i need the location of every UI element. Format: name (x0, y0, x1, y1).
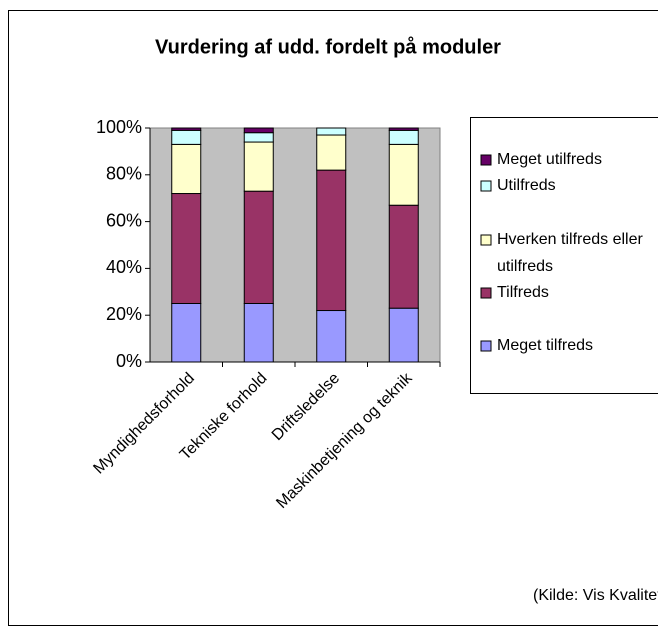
legend-label: Utilfreds (497, 177, 556, 194)
legend-label: Hverken tilfreds eller utilfreds (497, 231, 643, 275)
bar-segment (243, 141, 274, 192)
legend-box (470, 117, 658, 394)
bar-segment (171, 127, 202, 131)
bar-segment (388, 129, 419, 145)
bar-segment (388, 307, 419, 363)
y-tick-label: 100% (96, 117, 142, 137)
bar-segment (171, 143, 202, 195)
legend-swatch (480, 180, 492, 192)
legend-swatch (480, 287, 492, 299)
bar-segment (388, 204, 419, 309)
bar-segment (388, 127, 419, 131)
legend-swatch (480, 234, 492, 246)
y-tick-label: 0% (116, 351, 142, 371)
y-tick-label: 40% (106, 257, 142, 277)
legend-swatch (480, 154, 492, 166)
chart-title: Vurdering af udd. fordelt på moduler (155, 35, 501, 58)
legend-label: Meget tilfreds (497, 337, 594, 354)
bar-segment (316, 134, 347, 171)
bar-segment (316, 169, 347, 312)
y-tick-label: 80% (106, 164, 142, 184)
bar-segment (316, 127, 347, 136)
bar-segment (243, 303, 274, 363)
bar-segment (243, 127, 274, 134)
bar-segment (171, 193, 202, 305)
bar-segment (243, 190, 274, 304)
bar-segment (388, 143, 419, 206)
source-note: (Kilde: Vis Kvalitet) (533, 587, 658, 604)
bar-segment (171, 129, 202, 145)
y-tick-label: 20% (106, 304, 142, 324)
y-tick-label: 60% (106, 210, 142, 230)
legend-label: Meget utilfreds (497, 151, 602, 168)
bar-segment (171, 303, 202, 363)
bar-segment (316, 310, 347, 363)
legend-swatch (480, 340, 492, 352)
bar-segment (243, 132, 274, 143)
legend-label: Tilfreds (497, 284, 549, 301)
